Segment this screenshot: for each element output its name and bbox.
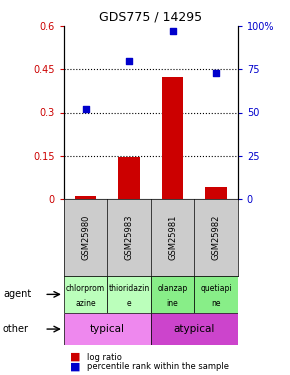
Text: ■: ■ — [70, 362, 80, 372]
Point — [214, 70, 218, 76]
Text: GSM25982: GSM25982 — [211, 214, 221, 260]
Title: GDS775 / 14295: GDS775 / 14295 — [99, 11, 202, 24]
Bar — [107, 276, 151, 313]
Text: GSM25980: GSM25980 — [81, 214, 90, 260]
Text: atypical: atypical — [174, 324, 215, 334]
Text: chlorprom: chlorprom — [66, 284, 105, 293]
Text: thioridazin: thioridazin — [108, 284, 150, 293]
Text: agent: agent — [3, 290, 31, 299]
Point — [170, 28, 175, 34]
Text: other: other — [3, 324, 29, 334]
Text: e: e — [127, 299, 131, 308]
Point — [127, 58, 131, 64]
Bar — [162, 76, 183, 199]
Text: GSM25981: GSM25981 — [168, 214, 177, 260]
Text: GSM25983: GSM25983 — [124, 214, 134, 260]
Bar — [194, 276, 238, 313]
Text: ne: ne — [211, 299, 221, 308]
Text: azine: azine — [75, 299, 96, 308]
Text: typical: typical — [90, 324, 125, 334]
Bar — [64, 313, 151, 345]
Bar — [205, 187, 227, 199]
Point — [83, 106, 88, 112]
Text: quetiapi: quetiapi — [200, 284, 232, 293]
Text: ■: ■ — [70, 352, 80, 362]
Bar — [151, 313, 238, 345]
Bar — [151, 276, 194, 313]
Text: ine: ine — [167, 299, 178, 308]
Text: log ratio: log ratio — [87, 352, 122, 362]
Text: olanzap: olanzap — [157, 284, 188, 293]
Bar — [64, 276, 107, 313]
Bar — [118, 157, 140, 199]
Bar — [75, 196, 96, 199]
Text: percentile rank within the sample: percentile rank within the sample — [87, 362, 229, 371]
